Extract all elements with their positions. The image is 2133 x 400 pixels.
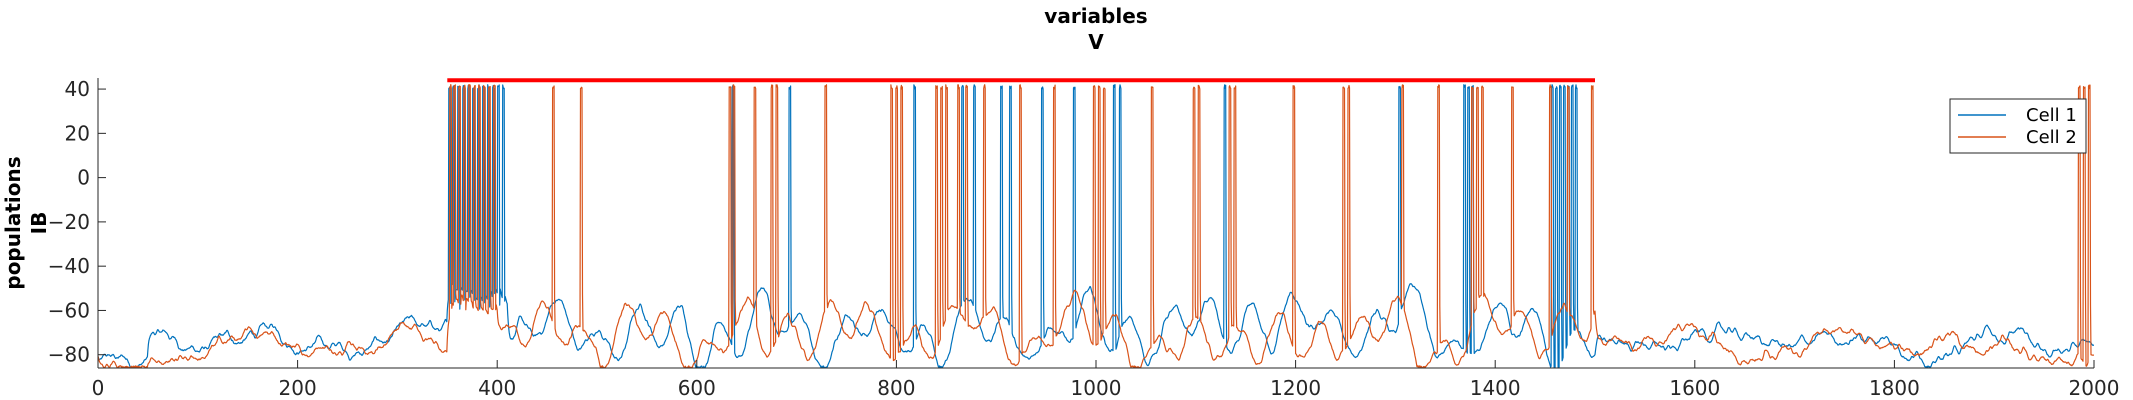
- y-tick-label: −20: [48, 210, 90, 234]
- axes: 0 200 400 600 800 1000 1200 1400 1600 1800 2000−80…: [48, 77, 2120, 400]
- y-tick-label: −80: [48, 343, 90, 367]
- x-tick-label: 200: [279, 376, 317, 400]
- x-tick-label: 400: [478, 376, 516, 400]
- y-axis-label-line: populations: [1, 156, 25, 289]
- y-tick-label: 20: [65, 121, 90, 145]
- y-axis-label-line: IB: [27, 212, 51, 235]
- legend-label-cell-1: Cell 1: [2026, 105, 2077, 126]
- x-tick-label: 0: [92, 376, 105, 400]
- x-tick-label: 800: [877, 376, 915, 400]
- x-tick-label: 1800: [1869, 376, 1920, 400]
- y-tick-label: 0: [77, 166, 90, 190]
- x-tick-label: 1200: [1270, 376, 1321, 400]
- x-tick-label: 600: [678, 376, 716, 400]
- y-tick-label: −60: [48, 298, 90, 322]
- plot-area: [98, 78, 2094, 368]
- chart-title-line: V: [1088, 30, 1104, 54]
- x-tick-label: 2000: [2069, 376, 2120, 400]
- y-axis-label-text: populations IB: [1, 156, 51, 289]
- chart-title-line: variables: [1044, 4, 1147, 28]
- x-tick-label: 1400: [1470, 376, 1521, 400]
- y-tick-label: 40: [65, 77, 90, 101]
- y-tick-label: −40: [48, 254, 90, 278]
- legend-label-cell-2: Cell 2: [2026, 127, 2077, 148]
- y-axis-label: populations IB: [1, 156, 51, 289]
- x-tick-label: 1600: [1669, 376, 1720, 400]
- x-tick-label: 1000: [1071, 376, 1122, 400]
- legend-box: [1949, 98, 2087, 154]
- series-line-cell-2: [98, 83, 2094, 368]
